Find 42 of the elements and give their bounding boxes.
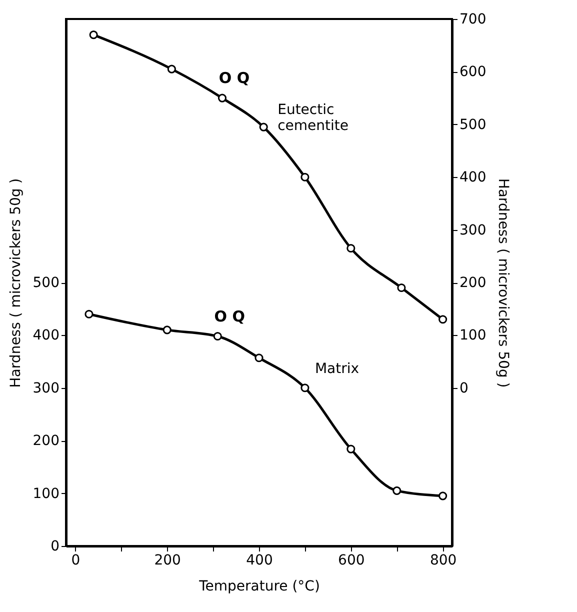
- annotation: O Q: [218, 69, 250, 88]
- y-tick-label: 0: [50, 538, 60, 554]
- y-tick-label: 500: [32, 275, 60, 291]
- point: [346, 244, 356, 253]
- point: [397, 283, 406, 292]
- y-tick-label: 400: [32, 328, 60, 344]
- y2-tick-label: 100: [460, 328, 486, 344]
- point: [392, 486, 402, 495]
- series-label: Matrix: [314, 360, 360, 377]
- y-tick-label: 300: [32, 380, 60, 396]
- annotation: O Q: [214, 307, 246, 326]
- y2-tick-label: 500: [460, 116, 486, 133]
- point: [167, 64, 176, 74]
- y-tick-label: 200: [32, 433, 60, 450]
- x-axis-title: Temperature (°C): [198, 578, 320, 594]
- point: [89, 30, 98, 40]
- x-tick-label: 800: [430, 552, 457, 568]
- x-tick-label: 400: [246, 552, 273, 568]
- y2-tick-label: 200: [460, 275, 486, 291]
- y-axis-title: Hardness ( microvickers 50g ): [8, 178, 24, 388]
- point: [300, 172, 310, 182]
- point: [438, 492, 448, 500]
- y2-tick-label: 700: [460, 12, 486, 28]
- point: [259, 122, 268, 132]
- y2-tick-label: 300: [460, 222, 486, 238]
- y2-tick-label: 400: [460, 170, 486, 186]
- point: [300, 384, 310, 392]
- series-label: Eutectic cementite: [278, 102, 349, 134]
- point: [213, 332, 222, 341]
- point: [218, 94, 227, 102]
- y2-axis-title: Hardness ( microvickers 50g ): [495, 178, 512, 388]
- point: [438, 315, 448, 324]
- point: [346, 444, 356, 454]
- point: [162, 326, 172, 334]
- y2-tick-label: 600: [460, 64, 486, 80]
- y2-tick-label: 0: [460, 380, 468, 396]
- point: [84, 310, 94, 318]
- x-tick-label: 200: [154, 552, 181, 568]
- x-tick-label: 0: [71, 552, 80, 568]
- point: [254, 354, 264, 362]
- y-tick-label: 100: [32, 486, 60, 502]
- x-tick-label: 600: [338, 552, 365, 568]
